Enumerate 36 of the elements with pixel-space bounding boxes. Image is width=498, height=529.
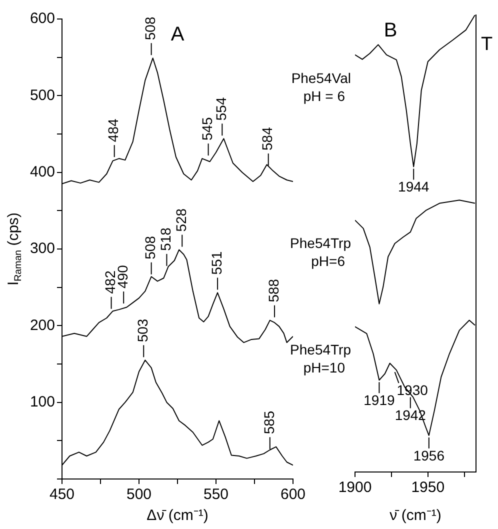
- y-axis-title: IRaman (cps): [5, 212, 24, 286]
- annotation: 1919: [364, 392, 395, 408]
- annotation: 518: [158, 227, 174, 251]
- x-tick-label: 450: [49, 486, 75, 504]
- y-tick-label: 200: [30, 316, 55, 334]
- annotation: 588: [265, 278, 282, 302]
- annotation: 528: [172, 208, 189, 232]
- x-tick-label: 1950: [411, 479, 445, 496]
- annotation: 545: [199, 116, 216, 141]
- annotation: 1956: [413, 447, 445, 464]
- annotation: 585: [260, 410, 277, 434]
- annotation: 508: [142, 236, 158, 260]
- annotation: 508: [142, 16, 158, 40]
- annotation: 484: [105, 118, 122, 142]
- annotation: 584: [259, 126, 276, 150]
- annotation: 554: [213, 97, 230, 121]
- x-tick-label: 1900: [338, 479, 372, 496]
- annotation: 551: [208, 251, 224, 275]
- y-axis-title: T: [481, 34, 493, 56]
- x-axis-title: Δν̄ (cm⁻¹): [146, 507, 208, 524]
- series-label: Phe54Trp pH=6: [290, 235, 352, 270]
- x-axis-title: ν̄ (cm⁻¹): [390, 507, 442, 524]
- x-tick-label: 550: [203, 486, 229, 504]
- x-tick-label: 500: [126, 486, 152, 504]
- annotation: 1944: [398, 178, 430, 195]
- annotation: 503: [134, 318, 150, 342]
- chart-title: A: [170, 24, 185, 46]
- x-tick-label: 600: [280, 486, 306, 504]
- chart-title: B: [384, 20, 398, 42]
- y-tick-label: 300: [30, 240, 55, 258]
- series-label: Phe54Trp pH=10: [290, 342, 352, 376]
- y-tick-label: 500: [30, 86, 55, 104]
- series-label: Phe54Val pH = 6: [291, 70, 351, 104]
- y-tick-label: 400: [30, 163, 55, 180]
- y-tick-label: 100: [30, 393, 55, 410]
- y-tick-label: 600: [30, 10, 55, 28]
